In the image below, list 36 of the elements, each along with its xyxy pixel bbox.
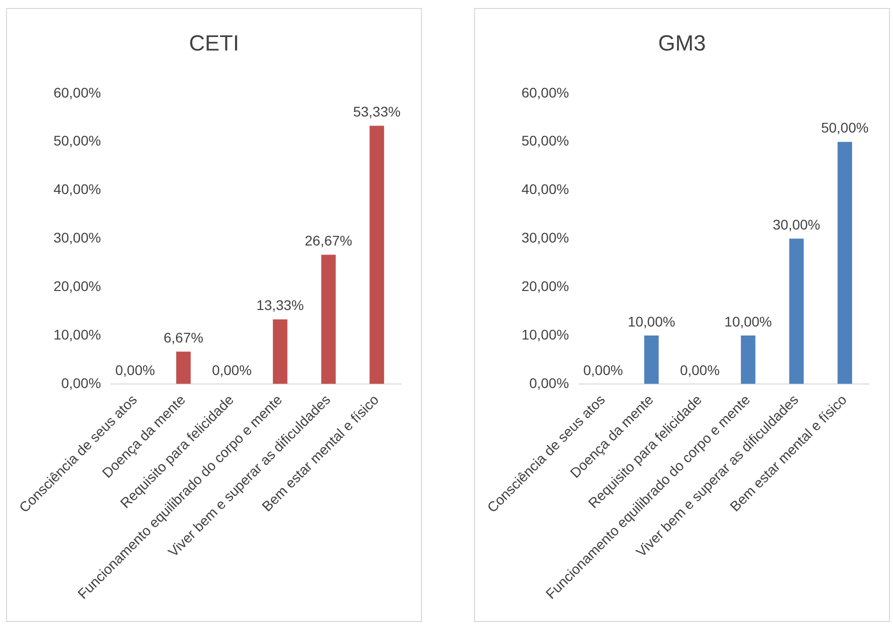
bar <box>272 319 288 384</box>
bar <box>644 335 659 384</box>
y-tick-label: 20,00% <box>521 278 569 294</box>
bar <box>176 352 191 384</box>
y-tick-label: 10,00% <box>53 326 101 342</box>
data-label: 53,33% <box>353 104 401 120</box>
y-tick-label: 60,00% <box>521 84 569 100</box>
data-label: 6,67% <box>164 329 204 346</box>
data-label: 0,00% <box>680 362 720 378</box>
data-label: 0,00% <box>115 362 155 378</box>
data-label: 0,00% <box>212 362 252 378</box>
data-label: 10,00% <box>724 313 772 330</box>
data-label: 50,00% <box>821 120 869 136</box>
data-label: 10,00% <box>628 313 676 330</box>
y-tick-label: 20,00% <box>53 278 101 294</box>
y-tick-label: 10,00% <box>521 326 569 342</box>
chart-title: CETI <box>188 30 240 56</box>
bar <box>370 126 384 384</box>
y-tick-label: 0,00% <box>61 374 101 391</box>
bar <box>838 142 852 384</box>
data-label: 0,00% <box>583 362 623 378</box>
y-tick-label: 0,00% <box>529 374 569 391</box>
y-tick-label: 50,00% <box>521 132 569 149</box>
y-tick-label: 50,00% <box>53 132 101 149</box>
chart-title: GM3 <box>658 30 706 56</box>
y-tick-label: 30,00% <box>521 230 569 246</box>
y-tick-label: 40,00% <box>521 181 569 198</box>
y-tick-label: 30,00% <box>53 230 101 246</box>
bar <box>789 238 804 384</box>
y-tick-label: 40,00% <box>53 181 101 198</box>
y-tick-label: 60,00% <box>53 84 101 100</box>
data-label: 30,00% <box>772 216 820 233</box>
bar <box>740 335 756 384</box>
data-label: 26,67% <box>304 232 352 249</box>
data-label: 13,33% <box>256 297 304 314</box>
bar <box>321 254 336 384</box>
